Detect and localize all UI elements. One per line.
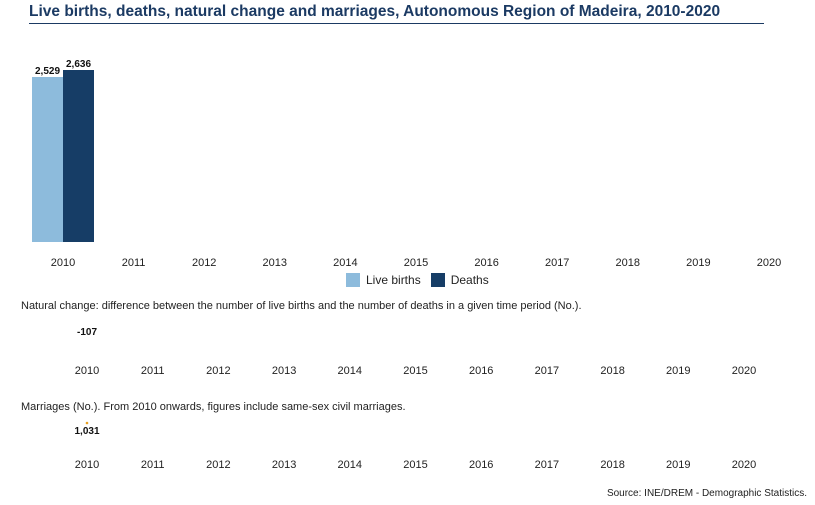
x-tick-label-2015: 2015	[403, 459, 427, 471]
legend: Live births Deaths	[346, 273, 493, 287]
x-tick-label-2019: 2019	[666, 365, 690, 377]
x-tick-label-2019: 2019	[686, 257, 710, 269]
x-tick-label-2017: 2017	[545, 257, 569, 269]
x-tick-label-2014: 2014	[333, 257, 357, 269]
x-tick-label-2012: 2012	[206, 459, 230, 471]
data-point-2010	[85, 421, 89, 425]
x-tick-label-2013: 2013	[263, 257, 287, 269]
data-label-deaths-2010: 2,636	[66, 59, 91, 70]
x-tick-label-2013: 2013	[272, 459, 296, 471]
marriages-caption: Marriages (No.). From 2010 onwards, figu…	[21, 401, 406, 413]
x-tick-label-2017: 2017	[535, 459, 559, 471]
x-tick-label-2011: 2011	[122, 257, 146, 269]
data-label-2010: -107	[77, 327, 97, 338]
legend-swatch-live-births	[346, 273, 360, 287]
x-tick-label-2017: 2017	[535, 365, 559, 377]
x-tick-label-2010: 2010	[75, 459, 99, 471]
bar-live-births-2010	[32, 76, 63, 243]
x-tick-label-2020: 2020	[757, 257, 781, 269]
x-tick-label-2020: 2020	[732, 365, 756, 377]
source-note: Source: INE/DREM - Demographic Statistic…	[606, 488, 807, 499]
x-tick-label-2011: 2011	[141, 459, 165, 471]
legend-swatch-deaths	[430, 273, 445, 287]
legend-label-live-births: Live births	[366, 273, 421, 287]
legend-label-deaths: Deaths	[450, 273, 489, 287]
x-tick-label-2016: 2016	[469, 365, 493, 377]
x-tick-label-2013: 2013	[272, 365, 296, 377]
x-tick-label-2010: 2010	[51, 257, 75, 269]
x-tick-label-2018: 2018	[616, 257, 640, 269]
births-deaths-bar-chart: 2,529 2,636 2010 2011 2012 2013 2014 2015 2016 20…	[32, 59, 781, 269]
natural-change-chart: -107 2010 2011 2012 2013 2014 2015 2016 2017 2018…	[75, 327, 756, 377]
data-label-live-births-2010: 2,529	[35, 66, 60, 77]
natural-change-caption: Natural change: difference between the n…	[21, 300, 582, 312]
x-tick-label-2014: 2014	[338, 459, 362, 471]
x-tick-label-2018: 2018	[600, 459, 624, 471]
bar-deaths-2010	[63, 70, 94, 242]
chart-title: Live births, deaths, natural change and …	[29, 3, 721, 20]
legend-item-live-births: Live births	[346, 273, 421, 287]
x-tick-label-2016: 2016	[474, 257, 498, 269]
x-tick-label-2010: 2010	[75, 365, 99, 377]
x-tick-label-2015: 2015	[404, 257, 428, 269]
x-tick-label-2016: 2016	[469, 459, 493, 471]
data-label-2010: 1,031	[74, 426, 99, 437]
marriages-chart: 1,031 2010 2011 2012 2013 2014 2015 2016 2017 201…	[74, 421, 756, 471]
x-tick-label-2019: 2019	[666, 459, 690, 471]
title-underline	[29, 23, 764, 24]
x-tick-label-2014: 2014	[338, 365, 362, 377]
x-tick-label-2020: 2020	[732, 459, 756, 471]
x-tick-label-2012: 2012	[206, 365, 230, 377]
legend-item-deaths: Deaths	[430, 273, 489, 287]
x-tick-label-2012: 2012	[192, 257, 216, 269]
x-tick-label-2018: 2018	[600, 365, 624, 377]
x-tick-label-2011: 2011	[141, 365, 165, 377]
x-tick-label-2015: 2015	[403, 365, 427, 377]
